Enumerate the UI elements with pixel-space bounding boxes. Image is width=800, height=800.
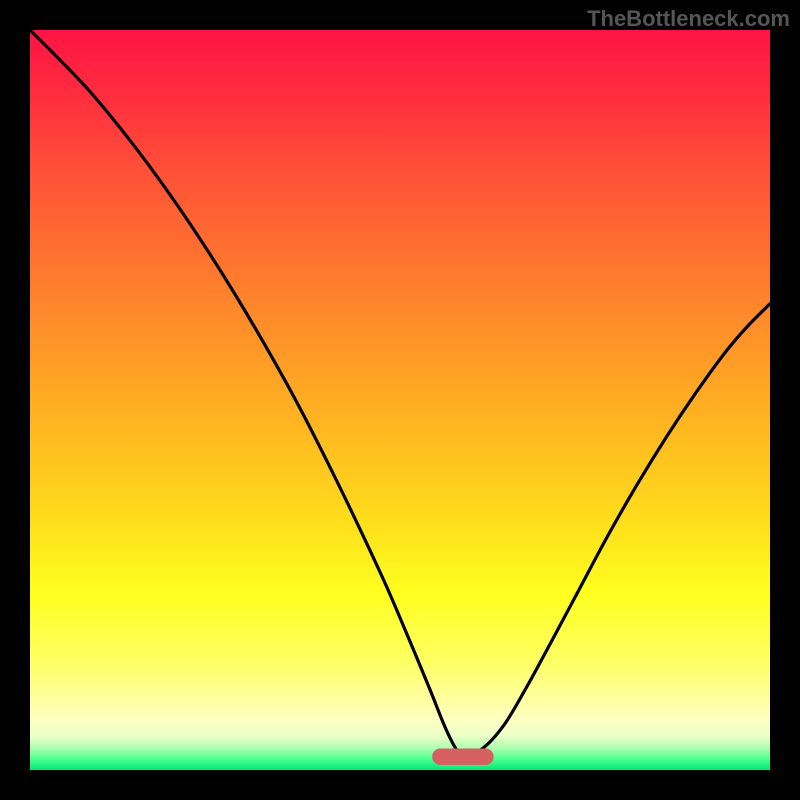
chart-svg: [0, 0, 800, 800]
watermark-text: TheBottleneck.com: [587, 6, 790, 32]
bottleneck-chart: TheBottleneck.com: [0, 0, 800, 800]
plot-background: [30, 30, 770, 770]
vertex-marker: [432, 749, 493, 765]
